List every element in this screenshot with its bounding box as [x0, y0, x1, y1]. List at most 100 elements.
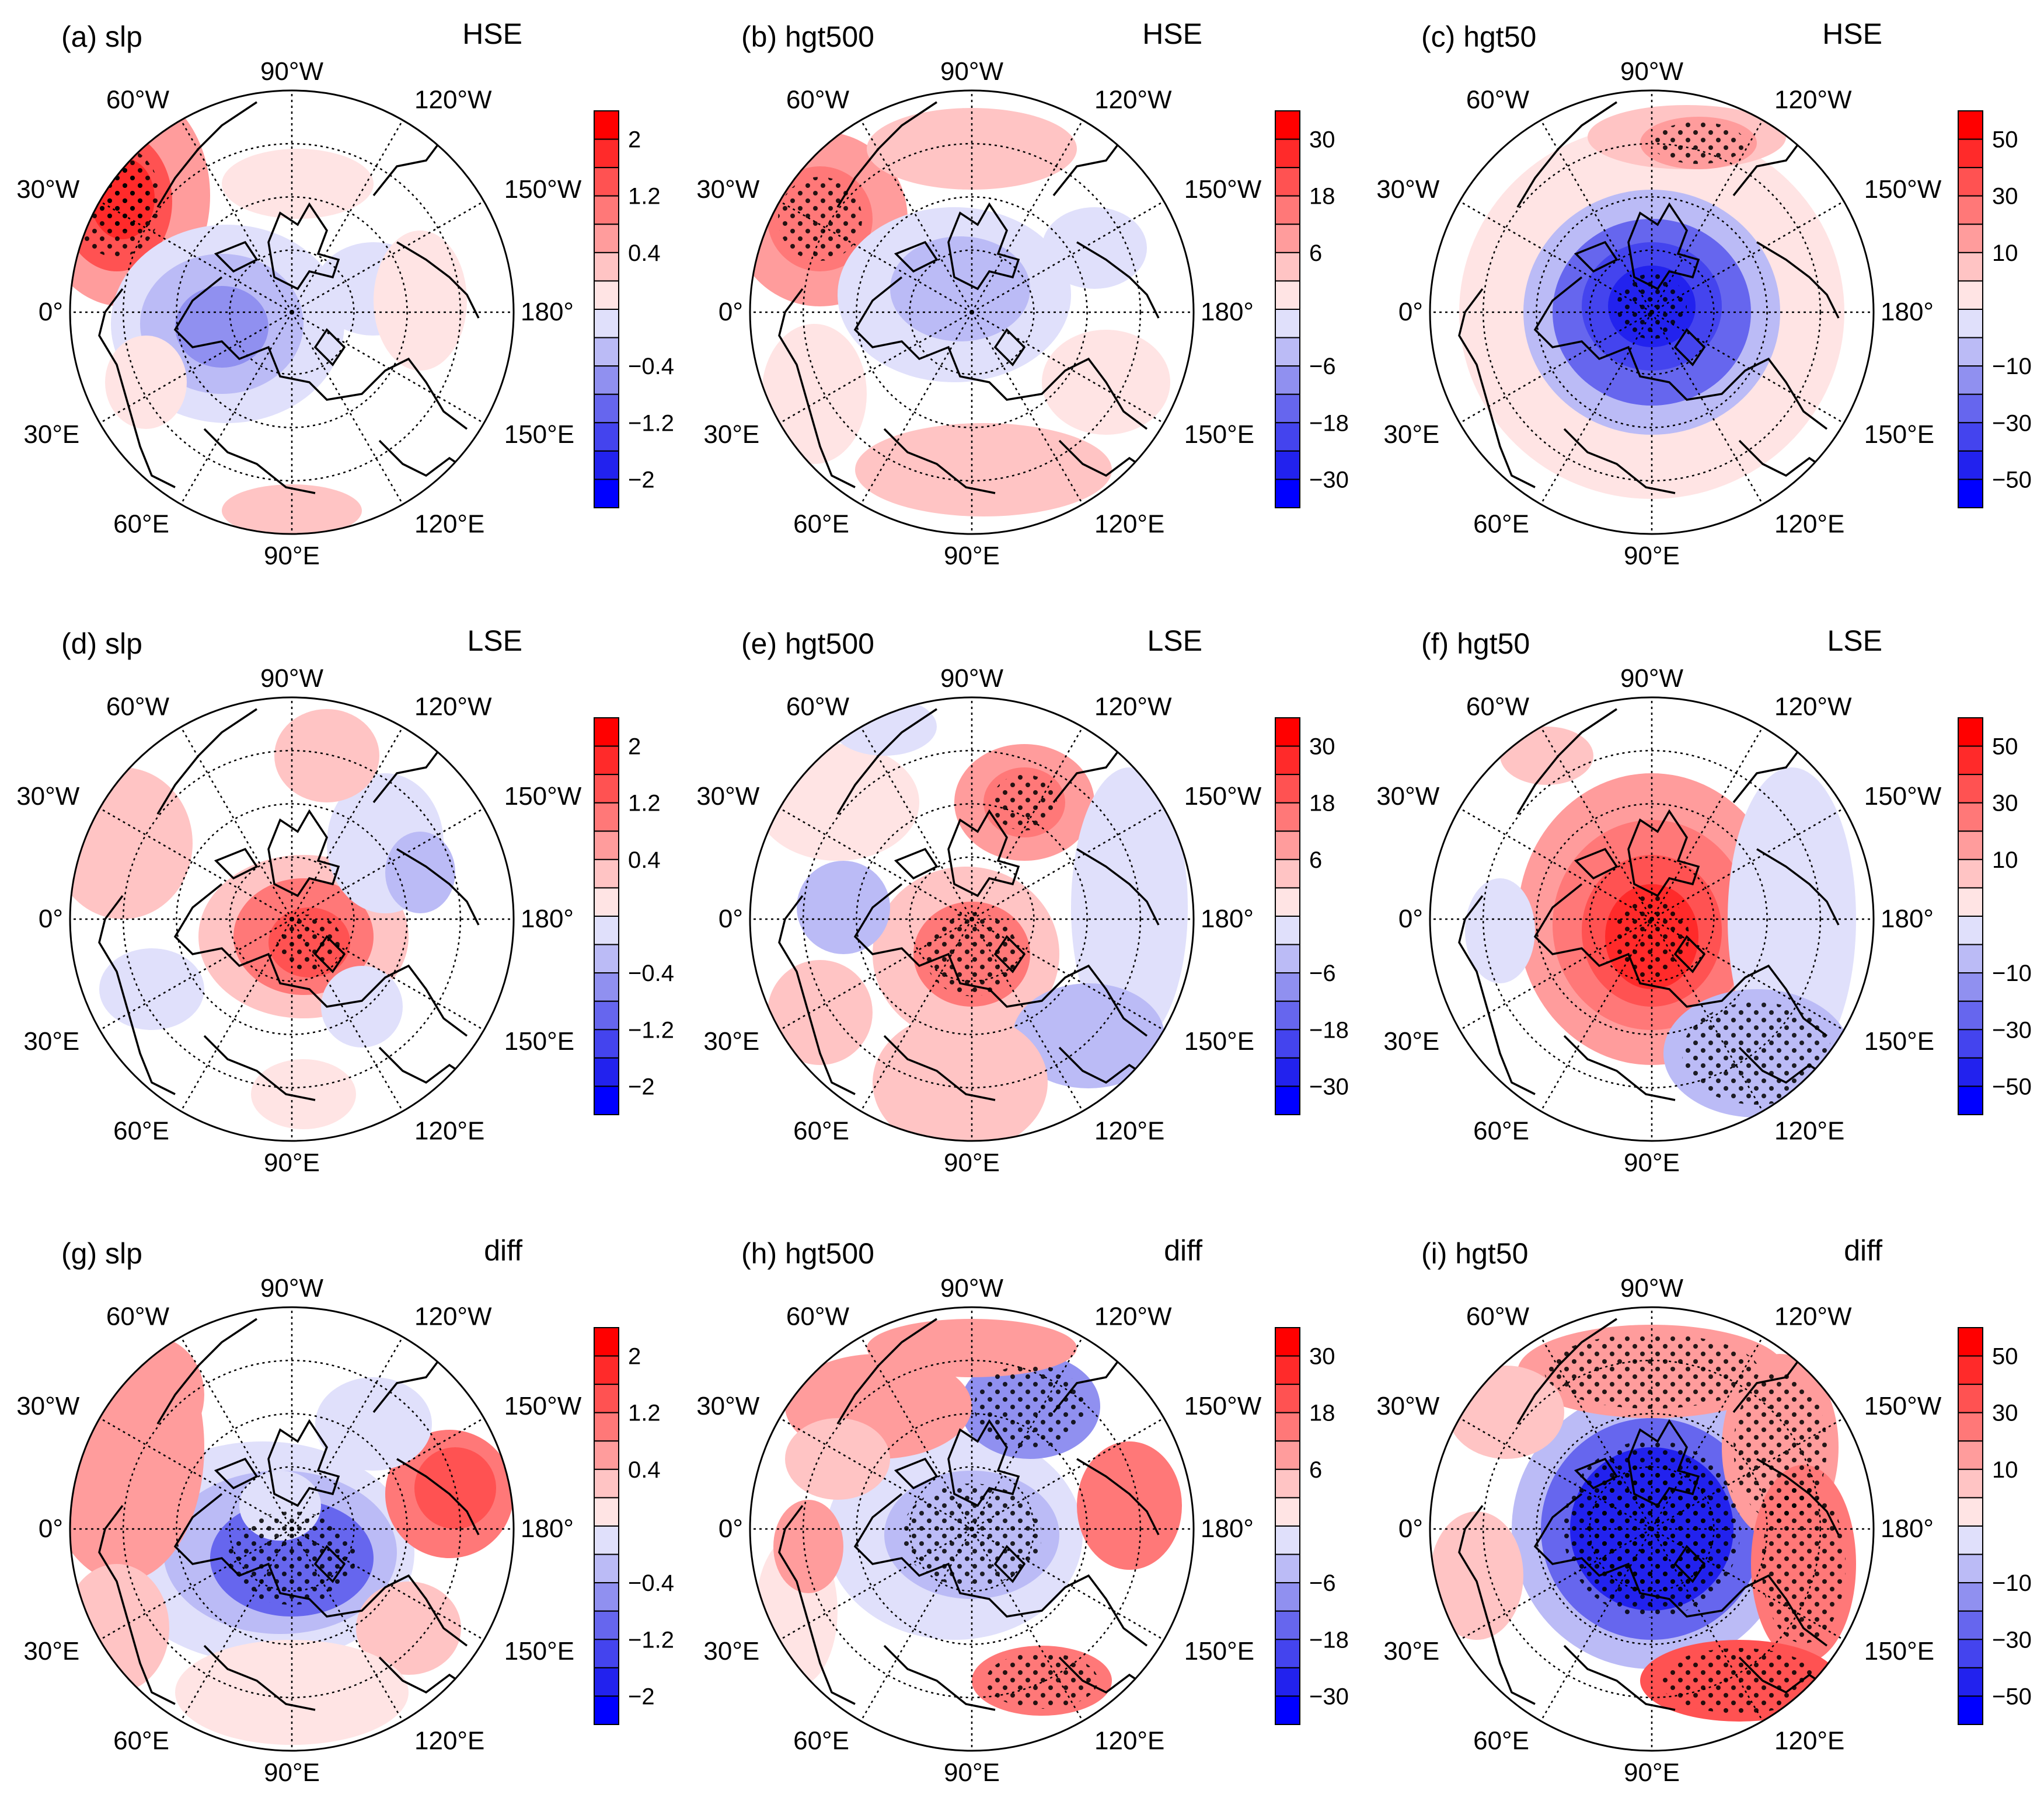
colorbar-swatch [1275, 745, 1300, 776]
colorbar-swatch [1275, 1639, 1300, 1668]
longitude-label: 120°W [1094, 692, 1172, 721]
anomaly-contour [1430, 1511, 1523, 1640]
longitude-label: 60°E [793, 1117, 849, 1146]
panel-case-f: LSE [1827, 624, 1882, 657]
colorbar-tick-label: −50 [1992, 467, 2032, 493]
latitude-circle [802, 1359, 1142, 1699]
longitude-label: 30°W [16, 1392, 80, 1420]
meridian-line [1540, 727, 1653, 920]
latitude-circle [856, 1413, 1088, 1645]
anomaly-contour [99, 948, 204, 1030]
longitude-label: 150°W [504, 782, 582, 811]
latitude-circle [122, 142, 462, 482]
colorbar-tick-label: 18 [1309, 791, 1335, 816]
colorbar-c: 50 30 10 −10 −30 −50 [1958, 110, 2032, 509]
longitude-label: 60°W [786, 692, 850, 721]
longitude-label: 180° [1201, 298, 1254, 326]
colorbar-tick-label: −10 [1992, 1570, 2032, 1596]
longitude-label: 150°E [1864, 1637, 1934, 1666]
longitude-label: 90°E [264, 1148, 320, 1177]
colorbar-swatch [1275, 1667, 1300, 1697]
colorbar-tick-label: −30 [1992, 410, 2032, 436]
anomaly-contour [756, 744, 919, 861]
longitude-label: 0° [39, 298, 63, 326]
colorbar-swatch [1275, 422, 1300, 452]
longitude-label: 0° [718, 905, 743, 933]
coastline [778, 101, 1160, 494]
longitude-label: 90°E [264, 1758, 320, 1787]
colorbar-swatch [1958, 110, 1983, 140]
colorbar-tick-label: 30 [1992, 184, 2018, 210]
colorbar-tick-label: −1.2 [628, 1017, 674, 1043]
colorbar-swatch [1958, 195, 1983, 225]
longitude-label: 150°E [1184, 420, 1254, 449]
colorbar-tick-label: −30 [1992, 1017, 2032, 1043]
graticule [1430, 697, 1874, 1141]
longitude-label: 150°E [504, 1027, 574, 1056]
longitude-label: 0° [1398, 1514, 1423, 1543]
colorbar-swatch [1958, 167, 1983, 197]
colorbar-swatch [594, 887, 619, 917]
colorbar-tick-label: 1.2 [628, 791, 661, 816]
colorbar-swatch [594, 1085, 619, 1116]
longitude-label: 60°W [786, 1302, 850, 1331]
anomaly-contour [274, 709, 379, 802]
latitude-circle [909, 856, 1035, 982]
longitude-label: 0° [39, 1514, 63, 1543]
colorbar-swatch [1275, 830, 1300, 860]
longitude-label: 90°W [940, 1274, 1004, 1303]
meridian-line [1651, 1528, 1764, 1722]
colorbar-swatch [594, 1639, 619, 1668]
longitude-label: 90°W [260, 664, 324, 693]
panel-title-d: (d) slp [61, 627, 142, 660]
latitude-circle [1482, 1359, 1822, 1699]
colorbar-swatch [1958, 774, 1983, 804]
latitude-circle [909, 1466, 1035, 1592]
longitude-label: 180° [1881, 1514, 1934, 1543]
longitude-label: 60°W [1466, 692, 1530, 721]
colorbar-tick-label: −50 [1992, 1074, 2032, 1099]
longitude-label: 120°W [1094, 85, 1172, 114]
meridian-line [971, 727, 1084, 920]
longitude-label: 30°W [696, 782, 760, 811]
colorbar-swatch [1275, 1355, 1300, 1385]
meridian-line [180, 919, 293, 1112]
anomaly-contour [1071, 767, 1188, 1048]
longitude-label: 90°W [260, 57, 324, 86]
meridian-line [860, 1528, 973, 1722]
map-boundary [69, 1306, 515, 1752]
meridian-line [779, 1417, 972, 1530]
colorbar-tick-label: 0.4 [628, 847, 661, 873]
graticule [70, 90, 514, 534]
colorbar-swatch [1958, 944, 1983, 974]
longitude-label: 120°W [414, 1302, 492, 1331]
colorbar-swatch [1275, 1610, 1300, 1640]
colorbar-tick-label: −18 [1309, 1017, 1349, 1043]
colorbar-swatch [594, 830, 619, 860]
colorbar-tick-label: −1.2 [628, 410, 674, 436]
latitude-circle [1589, 856, 1715, 982]
meridian-line [1459, 1528, 1652, 1641]
colorbar-swatch [594, 1667, 619, 1697]
colorbar-swatch [1958, 1610, 1983, 1640]
longitude-label: 30°E [703, 420, 759, 449]
longitude-label: 150°W [504, 1392, 582, 1420]
longitude-label: 90°E [944, 542, 1000, 570]
anomaly-contour [315, 1377, 432, 1471]
latitude-circle [1482, 142, 1822, 482]
meridian-line [99, 918, 292, 1031]
colorbar-tick-label: −0.4 [628, 1570, 674, 1596]
colorbar-swatch [1275, 1440, 1300, 1470]
longitude-label: 150°E [1184, 1027, 1254, 1056]
longitude-label: 120°W [1774, 1302, 1852, 1331]
colorbar-swatch [1275, 887, 1300, 917]
latitude-circle [909, 249, 1035, 375]
colorbar-tick-label: −2 [628, 467, 655, 493]
colorbar-swatch [1958, 858, 1983, 889]
meridian-line [291, 311, 484, 424]
coastline [1458, 708, 1840, 1101]
meridian-line [971, 1336, 1084, 1530]
colorbar-tick-label: 50 [1992, 1344, 2018, 1370]
significance-stipple [1652, 122, 1745, 164]
panel-case-a: HSE [462, 18, 522, 50]
